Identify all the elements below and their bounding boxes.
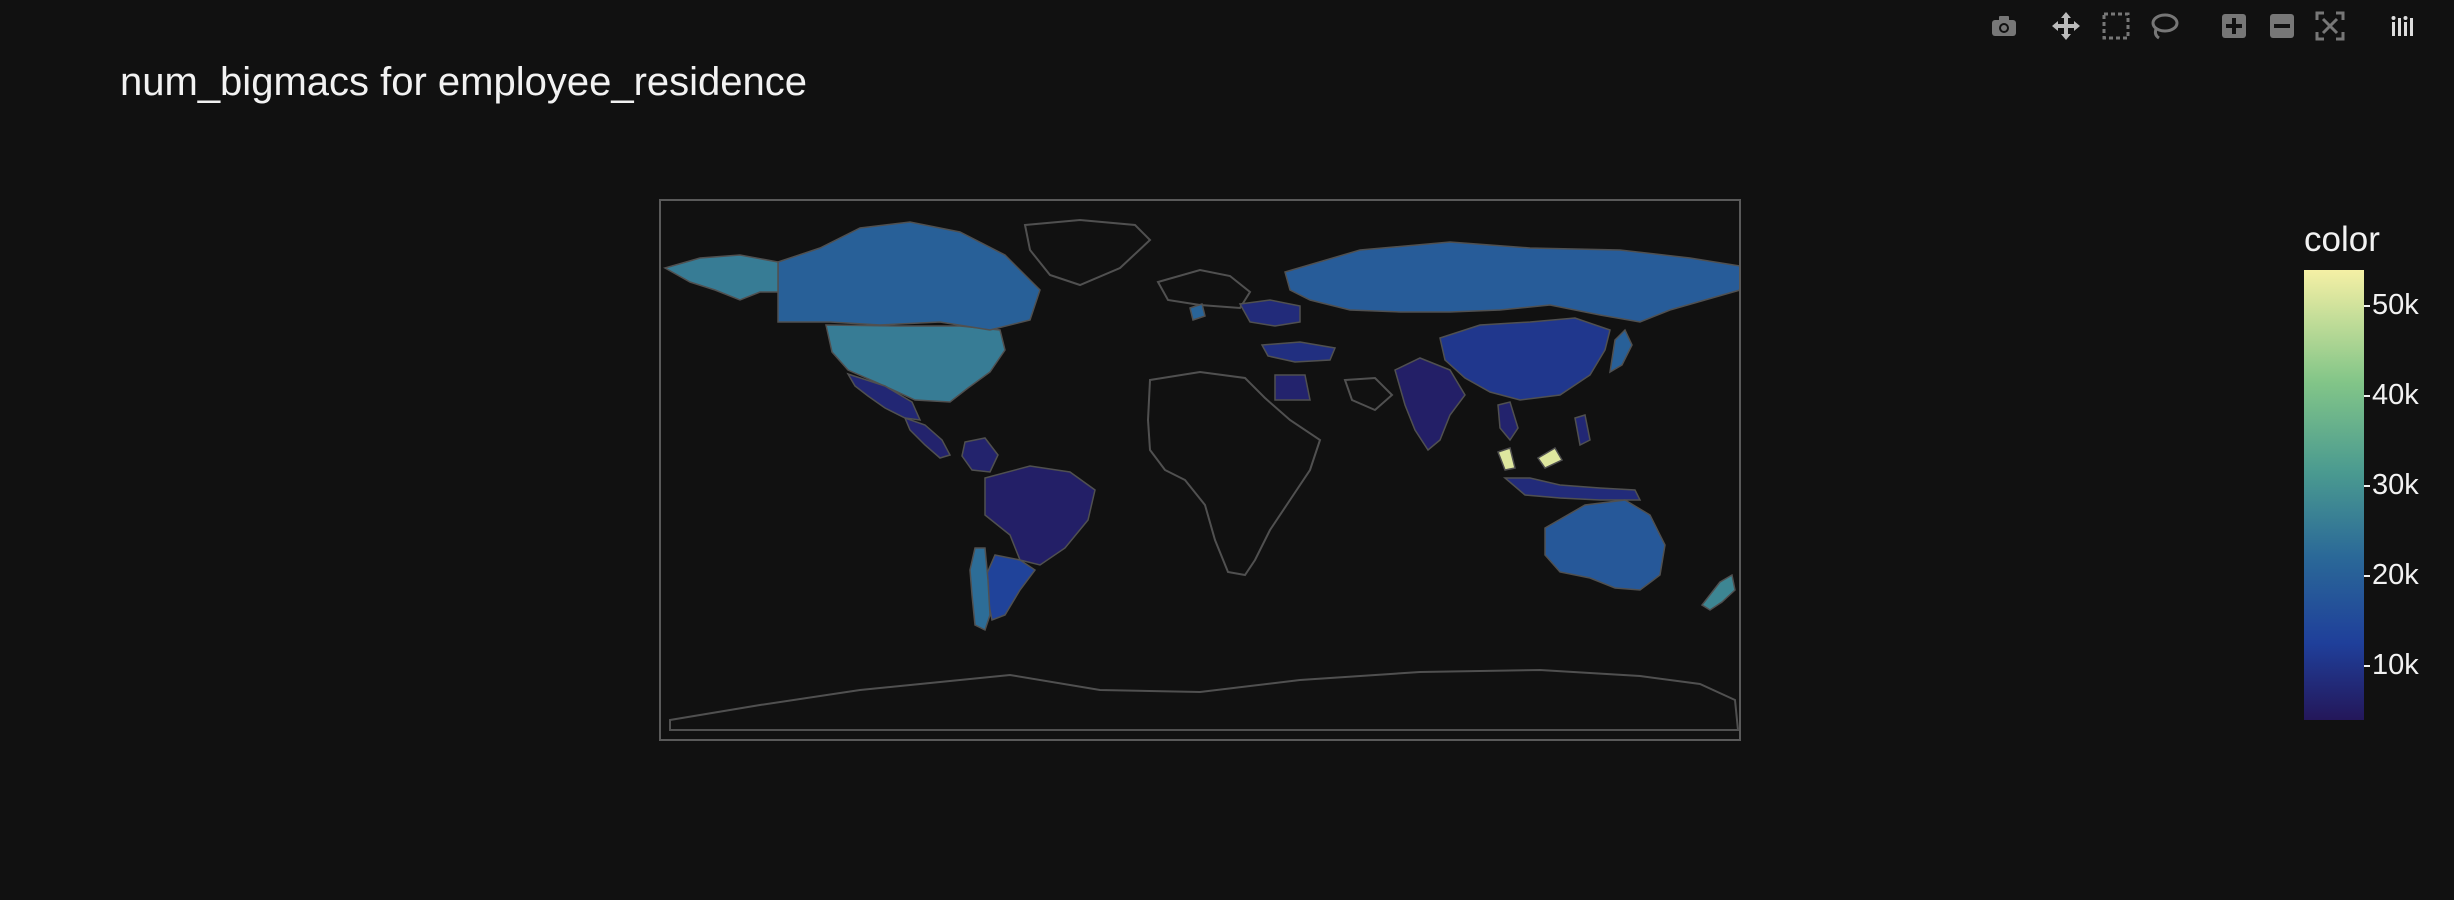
region-colombia[interactable]: Colombia: 7000	[961, 437, 999, 473]
region-chile[interactable]: Chile: 25000	[969, 547, 991, 632]
land-outline	[1156, 268, 1252, 310]
chart-title: num_bigmacs for employee_residence	[120, 60, 808, 104]
region-saudi-arabia[interactable]: Saudi Arabia: 7000	[1274, 374, 1311, 401]
colorbar-tick-label: 40k	[2372, 379, 2419, 411]
colorbar-tick-mark	[2364, 485, 2370, 487]
region-eastern-europe[interactable]: Eastern Europe: 9000	[1238, 299, 1301, 327]
colorbar-title: color	[2304, 220, 2380, 259]
colorbar-tick-mark	[2364, 305, 2370, 307]
colorbar	[2304, 270, 2364, 720]
box-select-icon[interactable]	[2098, 8, 2134, 44]
region-indonesia[interactable]: Indonesia: 9000	[1502, 477, 1642, 501]
colorbar-tick-mark	[2364, 575, 2370, 577]
colorbar-tick-mark	[2364, 665, 2370, 667]
region-philippines[interactable]: Philippines: 8000	[1574, 414, 1591, 447]
plotly-logo-icon[interactable]	[2384, 8, 2420, 44]
region-india[interactable]: India: 6000	[1394, 357, 1466, 452]
land-outline	[1343, 376, 1394, 412]
colorbar-tick-label: 30k	[2372, 469, 2419, 501]
zoom-in-icon[interactable]	[2216, 8, 2252, 44]
region-brazil[interactable]: Brazil: 6000	[984, 465, 1096, 566]
region-canada[interactable]: Canada: 22000	[777, 221, 1041, 331]
camera-icon[interactable]	[1986, 8, 2022, 44]
region-alaska[interactable]: Alaska: 28000	[663, 254, 779, 301]
zoom-out-icon[interactable]	[2264, 8, 2300, 44]
region-japan[interactable]: Japan: 22000	[1609, 328, 1633, 374]
pan-icon[interactable]	[2048, 8, 2084, 44]
colorbar-tick-label: 20k	[2372, 559, 2419, 591]
land-outline	[1146, 370, 1322, 577]
land-outline	[1023, 218, 1152, 287]
region-malaysia[interactable]: Malaysia: 52000	[1497, 446, 1564, 471]
modebar	[1986, 8, 2446, 44]
region-ireland[interactable]: Ireland: 23000	[1189, 303, 1206, 321]
region-china[interactable]: China: 12000	[1439, 317, 1611, 401]
region-new-zealand[interactable]: New Zealand: 30000	[1700, 573, 1736, 611]
colorbar-tick-label: 10k	[2372, 649, 2419, 681]
map-frame	[659, 199, 1741, 741]
region-turkey[interactable]: Turkey: 10000	[1260, 341, 1337, 363]
autoscale-icon[interactable]	[2312, 8, 2348, 44]
region-argentina[interactable]: Argentina: 15000	[984, 554, 1037, 622]
region-russia[interactable]: Russia: 21000	[1284, 241, 1741, 323]
region-australia[interactable]: Australia: 20000	[1544, 499, 1666, 591]
colorbar-tick-label: 50k	[2372, 289, 2419, 321]
land-outline	[669, 668, 1740, 731]
lasso-icon[interactable]	[2146, 8, 2182, 44]
colorbar-tick-mark	[2364, 395, 2370, 397]
region-united-states[interactable]: United States: 28000	[825, 324, 1006, 403]
region-vietnam[interactable]: Vietnam: 7000	[1497, 401, 1519, 442]
region-central-america[interactable]: Central America: 7000	[903, 416, 952, 459]
